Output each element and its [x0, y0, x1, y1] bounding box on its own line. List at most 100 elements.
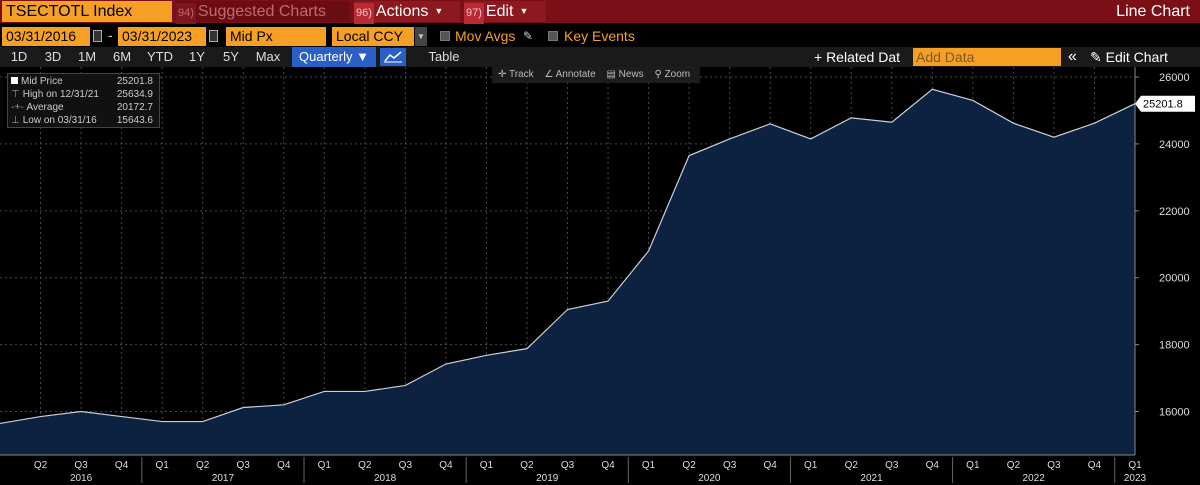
- chevron-down-icon[interactable]: ▼: [415, 27, 427, 46]
- period-5y[interactable]: 5Y: [223, 49, 239, 64]
- period-ytd[interactable]: YTD: [147, 49, 173, 64]
- x-quarter-label: Q2: [196, 460, 210, 471]
- x-year-label: 2020: [698, 473, 721, 484]
- mov-avgs-checkbox[interactable]: [440, 31, 450, 41]
- x-quarter-label: Q1: [155, 460, 169, 471]
- menu-number: 94): [176, 3, 196, 24]
- y-tick-label: 22000: [1159, 206, 1190, 218]
- high-marker-icon: ⊤: [11, 89, 20, 100]
- legend-value: 20172.7: [116, 102, 153, 113]
- x-quarter-label: Q2: [520, 460, 534, 471]
- period-3d[interactable]: 3D: [44, 49, 62, 64]
- frequency-select[interactable]: Quarterly ▼: [292, 47, 376, 67]
- x-quarter-label: Q3: [237, 460, 251, 471]
- x-axis: Q2 Q3 Q4 Q1 Q2 Q3 Q4 Q1 Q2 Q3 Q4 Q1 Q2 Q3 Q4 Q1 Q2 Q3 Q4 Q1…: [0, 454, 1147, 484]
- x-year-label: 2018: [374, 473, 397, 484]
- x-quarter-label: Q2: [845, 460, 859, 471]
- zoom-label: Zoom: [664, 69, 691, 80]
- x-year-label: 2019: [536, 473, 559, 484]
- collapse-icon[interactable]: «: [1068, 48, 1077, 65]
- menu-label: Suggested Charts: [197, 3, 326, 20]
- period-1y[interactable]: 1Y: [189, 49, 205, 64]
- period-1d[interactable]: 1D: [10, 49, 28, 64]
- title-bar: TSECTOTL Index 94) Suggested Charts 96) Ac…: [0, 0, 1200, 24]
- last-value-badge: [1135, 95, 1195, 112]
- period-1m[interactable]: 1M: [77, 49, 97, 64]
- legend-label: Low on 03/31/16: [22, 115, 97, 126]
- average-marker-icon: -+-: [11, 102, 24, 113]
- menu-label: Edit: [485, 3, 514, 20]
- y-tick-label: 16000: [1159, 407, 1190, 419]
- x-quarter-label: Q4: [439, 460, 453, 471]
- table-button[interactable]: Table: [428, 49, 460, 64]
- x-year-label: 2022: [1023, 473, 1046, 484]
- y-tick-label: 26000: [1159, 72, 1190, 84]
- x-quarter-label: Q3: [399, 460, 413, 471]
- calendar-icon[interactable]: [209, 30, 218, 42]
- square-icon: [11, 77, 18, 84]
- add-data-input[interactable]: Add Data: [913, 48, 1061, 66]
- x-quarter-label: Q2: [682, 460, 696, 471]
- low-marker-icon: ⊥: [11, 115, 20, 126]
- x-quarter-label: Q1: [318, 460, 332, 471]
- x-quarter-label: Q4: [601, 460, 615, 471]
- x-quarter-label: Q2: [358, 460, 372, 471]
- chart-tools: ✛ Track ∠ Annotate ▤ News ⚲ Zoom: [492, 67, 700, 83]
- news-label: News: [618, 69, 644, 80]
- currency-select[interactable]: Local CCY: [332, 27, 414, 46]
- track-label: Track: [508, 69, 534, 80]
- key-events-checkbox[interactable]: [548, 31, 558, 41]
- x-quarter-label: Q4: [1088, 460, 1102, 471]
- period-6m[interactable]: 6M: [112, 49, 132, 64]
- x-quarter-label: Q1: [966, 460, 980, 471]
- ticker-input[interactable]: TSECTOTL Index: [2, 1, 172, 22]
- x-year-label: 2021: [860, 473, 883, 484]
- news-tool[interactable]: ▤ News: [606, 69, 644, 80]
- x-year-label: 2023: [1124, 473, 1147, 484]
- date-separator: -: [108, 27, 113, 43]
- y-tick-label: 24000: [1159, 139, 1190, 151]
- mov-avgs-label[interactable]: Mov Avgs: [455, 28, 516, 44]
- related-data-button[interactable]: + Related Dat: [814, 49, 900, 65]
- key-events-label[interactable]: Key Events: [564, 28, 635, 44]
- y-tick-label: 18000: [1159, 340, 1190, 352]
- legend-row-low: ⊥ Low on 03/31/16: [11, 115, 97, 127]
- legend-value: 25201.8: [116, 76, 153, 87]
- zoom-tool[interactable]: ⚲ Zoom: [654, 69, 691, 80]
- period-max[interactable]: Max: [255, 49, 281, 64]
- start-date-field[interactable]: 03/31/2016: [2, 27, 90, 46]
- legend-row-mid: Mid Price: [11, 76, 63, 88]
- calendar-icon[interactable]: [93, 30, 102, 42]
- track-tool[interactable]: ✛ Track: [498, 69, 534, 80]
- price-field-select[interactable]: Mid Px: [226, 27, 326, 46]
- x-quarter-label: Q1: [1128, 460, 1142, 471]
- annotate-label: Annotate: [555, 69, 596, 80]
- x-year-label: 2017: [212, 473, 235, 484]
- price-area: [0, 89, 1135, 455]
- legend-row-high: ⊤ High on 12/31/21: [11, 89, 99, 101]
- menu-label: Actions: [375, 3, 429, 20]
- price-area-chart[interactable]: 16000 18000 20000 22000 24000 26000 25201.8 Q2…: [0, 67, 1200, 485]
- y-axis: 16000 18000 20000 22000 24000 26000 25201.8: [1134, 67, 1195, 455]
- actions-menu-button[interactable]: 96) Actions ▼: [354, 1, 460, 24]
- annotate-tool[interactable]: ∠ Annotate: [544, 69, 596, 80]
- edit-chart-label: Edit Chart: [1105, 49, 1168, 65]
- pencil-icon[interactable]: ✎: [523, 29, 534, 43]
- settings-row: 03/31/2016 - 03/31/2023 Mid Px Local CCY…: [0, 25, 1200, 47]
- legend-row-average: -+- Average: [11, 102, 64, 114]
- period-bar: 1D 3D 1M 6M YTD 1Y 5Y Max Quarterly ▼ Ta…: [0, 47, 1200, 67]
- suggested-charts-button[interactable]: 94) Suggested Charts: [176, 1, 350, 24]
- line-chart-icon[interactable]: [380, 48, 406, 66]
- pencil-icon: ✎: [1090, 49, 1102, 65]
- menu-number: 96): [354, 3, 374, 24]
- end-date-field[interactable]: 03/31/2023: [118, 27, 206, 46]
- legend-label: High on 12/31/21: [22, 89, 99, 100]
- x-year-label: 2016: [70, 473, 93, 484]
- edit-chart-button[interactable]: ✎ Edit Chart: [1090, 47, 1168, 67]
- x-quarter-label: Q4: [277, 460, 291, 471]
- edit-menu-button[interactable]: 97) Edit ▼: [464, 1, 546, 24]
- legend-label: Mid Price: [21, 76, 63, 87]
- price-line: [0, 88, 1136, 425]
- frequency-label: Quarterly: [299, 49, 353, 64]
- x-quarter-label: Q1: [642, 460, 656, 471]
